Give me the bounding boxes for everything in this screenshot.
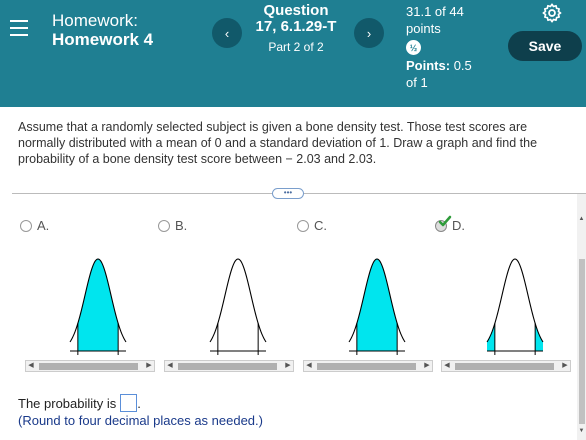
expand-button[interactable]: •••: [272, 188, 304, 199]
homework-name: Homework 4: [52, 30, 154, 49]
option-c[interactable]: C.: [297, 218, 327, 233]
radio-a[interactable]: [20, 219, 32, 232]
rounding-note: (Round to four decimal places as needed.…: [18, 413, 263, 428]
points-label: Points:: [406, 58, 451, 73]
option-b-label: B.: [175, 218, 188, 233]
question-points: Points: 0.5: [406, 58, 472, 73]
normal-curve: [348, 258, 406, 343]
score-value: 31.1 of 44: [406, 4, 464, 19]
homework-score: 31.1 of 44 points: [406, 3, 464, 37]
partial-credit-icon: ½: [406, 40, 421, 55]
scroll-thumb[interactable]: [39, 363, 138, 370]
graph-c-scrollbar[interactable]: ◀ ▶: [303, 360, 433, 372]
page-scroll-thumb[interactable]: [579, 259, 585, 424]
save-button[interactable]: Save: [508, 31, 582, 61]
next-question-button[interactable]: ›: [354, 18, 384, 48]
scroll-left-icon[interactable]: ◀: [167, 362, 173, 369]
scroll-thumb[interactable]: [455, 363, 554, 370]
option-a[interactable]: A.: [20, 218, 49, 233]
answer-prompt: The probability is: [18, 395, 117, 411]
page-scrollbar[interactable]: ▲ ▼: [577, 194, 586, 440]
scroll-right-icon[interactable]: ▶: [562, 362, 568, 369]
radio-b[interactable]: [158, 219, 170, 232]
graph-b: [209, 258, 267, 355]
checkmark-icon: [438, 215, 452, 226]
graph-d: [486, 258, 544, 355]
radio-c[interactable]: [297, 219, 309, 232]
scroll-down-icon[interactable]: ▼: [578, 428, 585, 434]
graph-d-scrollbar[interactable]: ◀ ▶: [441, 360, 571, 372]
normal-curve: [69, 258, 127, 343]
points-total: of 1: [406, 75, 428, 90]
graph-a-scrollbar[interactable]: ◀ ▶: [25, 360, 155, 372]
normal-curve: [486, 258, 544, 343]
normal-curve: [209, 258, 267, 343]
scroll-thumb[interactable]: [178, 363, 277, 370]
option-d[interactable]: D.: [435, 215, 465, 233]
scroll-thumb[interactable]: [317, 363, 416, 370]
scroll-left-icon[interactable]: ◀: [306, 362, 312, 369]
question-label: Question: [263, 2, 329, 19]
points-value: 0.5: [453, 58, 472, 73]
option-b[interactable]: B.: [158, 218, 187, 233]
graph-b-scrollbar[interactable]: ◀ ▶: [164, 360, 294, 372]
homework-title: Homework:: [52, 11, 138, 30]
option-d-label: D.: [452, 218, 465, 233]
scroll-up-icon[interactable]: ▲: [578, 216, 585, 222]
shaded-region: [77, 259, 119, 351]
probability-input[interactable]: [120, 394, 138, 412]
scroll-right-icon[interactable]: ▶: [285, 362, 291, 369]
scroll-right-icon[interactable]: ▶: [424, 362, 430, 369]
question-number: Question 17, 6.1.29-T: [250, 3, 342, 35]
score-unit: points: [406, 21, 441, 36]
question-part: Part 2 of 2: [268, 40, 324, 54]
gear-icon[interactable]: [541, 2, 563, 24]
option-c-label: C.: [314, 218, 327, 233]
option-a-label: A.: [37, 218, 50, 233]
scroll-right-icon[interactable]: ▶: [146, 362, 152, 369]
previous-question-button[interactable]: ‹: [212, 18, 242, 48]
scroll-left-icon[interactable]: ◀: [28, 362, 34, 369]
scroll-left-icon[interactable]: ◀: [444, 362, 450, 369]
graph-a: [69, 258, 127, 355]
menu-icon[interactable]: [10, 20, 28, 36]
question-text: Assume that a randomly selected subject …: [18, 120, 538, 166]
answer-period: .: [137, 395, 141, 411]
radio-d[interactable]: [435, 215, 452, 232]
shaded-region: [356, 259, 398, 351]
header-bar: Homework: Homework 4 ‹ Question 17, 6.1.…: [0, 0, 586, 107]
answer-line: The probability is .: [18, 394, 141, 412]
graph-c: [348, 258, 406, 355]
question-id: 17, 6.1.29-T: [255, 18, 337, 35]
